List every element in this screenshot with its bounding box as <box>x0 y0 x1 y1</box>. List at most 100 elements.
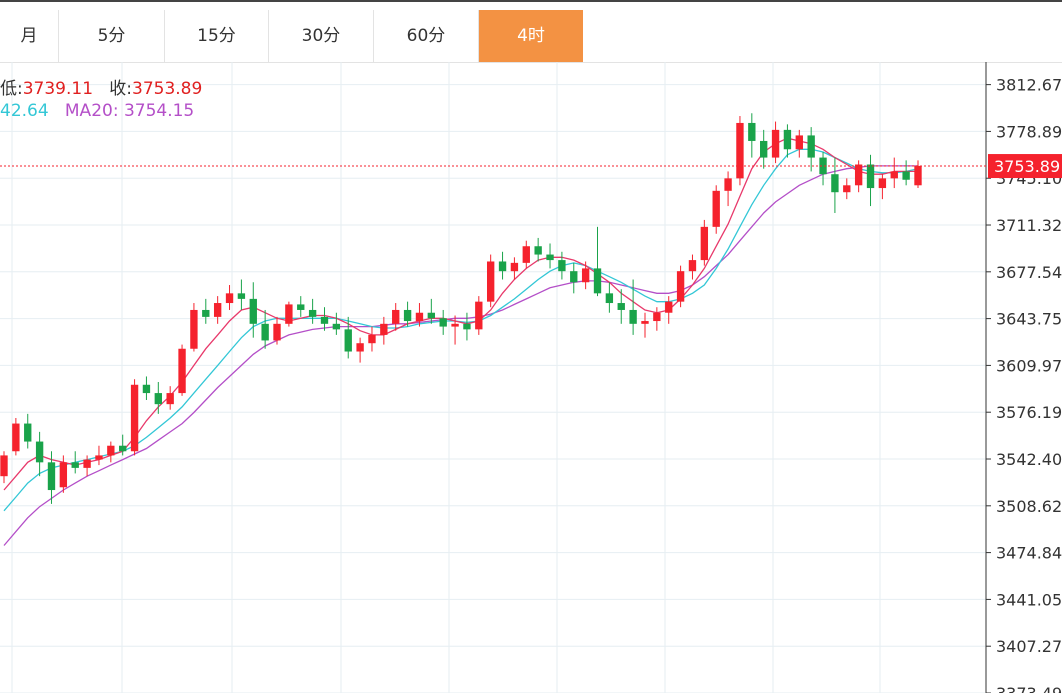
candle-body <box>724 178 732 191</box>
ma-lines <box>3 137 919 546</box>
candle-body <box>510 262 519 272</box>
candle-body <box>380 323 388 335</box>
candle-body <box>760 140 768 158</box>
candle-body <box>534 246 542 255</box>
y-tick-label: 3677.54 <box>996 263 1062 282</box>
candle-body <box>475 301 483 330</box>
tab-60min[interactable]: 60分 <box>374 10 479 62</box>
candle-body <box>285 304 293 324</box>
y-tick-label: 3542.40 <box>996 450 1062 469</box>
candle-body <box>403 309 412 322</box>
candle-body <box>902 171 910 180</box>
candle-body <box>59 462 68 488</box>
candle-body <box>166 393 174 405</box>
candle-body <box>700 226 709 261</box>
legend-close-value: 3753.89 <box>132 79 203 99</box>
y-tick-label: 3609.97 <box>996 356 1062 375</box>
candle-body <box>308 309 317 317</box>
candle-body <box>297 304 305 310</box>
candle-body <box>368 334 376 344</box>
candles <box>0 113 922 504</box>
y-tick-label: 3778.89 <box>996 122 1062 141</box>
ma10-line <box>3 148 919 512</box>
y-tick-label: 3441.05 <box>996 590 1062 609</box>
chart-grid <box>0 62 986 693</box>
candle-body <box>593 268 602 294</box>
candle-body <box>178 348 186 394</box>
candle-body <box>261 323 269 341</box>
candle-body <box>130 384 139 452</box>
last-price-label: 3753.89 <box>994 157 1060 176</box>
candle-body <box>831 174 839 193</box>
candle-body <box>463 323 471 330</box>
candle-body <box>344 329 352 352</box>
candle-body <box>665 301 673 313</box>
candle-body <box>878 178 887 189</box>
y-tick-label: 3373.49 <box>996 684 1062 693</box>
candle-body <box>843 185 851 193</box>
y-tick-label: 3508.62 <box>996 497 1062 516</box>
ma20-line <box>3 165 918 546</box>
tab-15min[interactable]: 15分 <box>165 10 269 62</box>
candle-body <box>629 309 637 324</box>
candle-body <box>71 462 79 468</box>
y-tick-label: 3474.84 <box>996 544 1062 563</box>
candle-body <box>439 318 447 327</box>
candle-body <box>641 321 649 324</box>
candle-body <box>12 423 20 452</box>
legend-ma10-value: 42.64 <box>0 101 49 121</box>
candle-body <box>854 164 863 186</box>
candle-body <box>332 323 341 330</box>
timeframe-tabs: 月 5分 15分 30分 60分 4时 <box>0 0 1062 64</box>
candle-body <box>95 455 103 460</box>
candle-body <box>35 441 44 463</box>
candle-body <box>83 459 91 468</box>
candle-body <box>154 393 162 405</box>
y-tick-label: 3576.19 <box>996 403 1062 422</box>
candle-body <box>712 190 720 227</box>
candle-body <box>119 445 127 452</box>
candle-body <box>581 268 590 283</box>
candle-body <box>605 293 614 304</box>
candle-body <box>890 171 898 179</box>
chart-area <box>0 62 1062 694</box>
tab-month[interactable]: 月 <box>0 10 59 62</box>
candle-body <box>617 303 625 310</box>
candle-body <box>273 323 281 341</box>
legend-ohlc: 低:3739.11 收:3753.89 <box>0 74 202 99</box>
candle-body <box>249 298 257 324</box>
legend-ma20-value: 3754.15 <box>123 101 195 121</box>
legend-low-label: 低: <box>0 79 23 99</box>
candle-body <box>320 316 329 324</box>
candle-body <box>558 260 566 272</box>
y-tick-label: 3407.27 <box>996 637 1062 656</box>
y-tick-label: 3643.75 <box>996 310 1062 329</box>
ma-short-line <box>3 137 918 491</box>
y-tick-label: 3812.67 <box>996 76 1062 95</box>
candle-body <box>24 423 32 442</box>
tab-30min[interactable]: 30分 <box>269 10 374 62</box>
candle-body <box>486 261 495 302</box>
candle-body <box>676 271 685 302</box>
candle-body <box>356 343 364 352</box>
candle-body <box>427 312 436 319</box>
tab-4hour[interactable]: 4时 <box>479 10 583 62</box>
candle-body <box>914 165 922 186</box>
candle-body <box>202 309 210 317</box>
candle-body <box>546 254 554 261</box>
candle-body <box>866 164 875 189</box>
candle-body <box>498 261 507 272</box>
candle-body <box>736 122 744 179</box>
tab-5min[interactable]: 5分 <box>59 10 165 62</box>
candle-body <box>451 323 459 327</box>
candle-body <box>237 293 246 299</box>
candle-body <box>47 462 56 491</box>
candle-body <box>783 129 792 150</box>
candle-body <box>795 135 803 150</box>
candle-body <box>819 157 827 175</box>
candle-body <box>688 260 697 272</box>
legend-close-label: 收: <box>109 79 132 99</box>
candle-body <box>570 271 578 283</box>
candle-body <box>748 122 756 141</box>
